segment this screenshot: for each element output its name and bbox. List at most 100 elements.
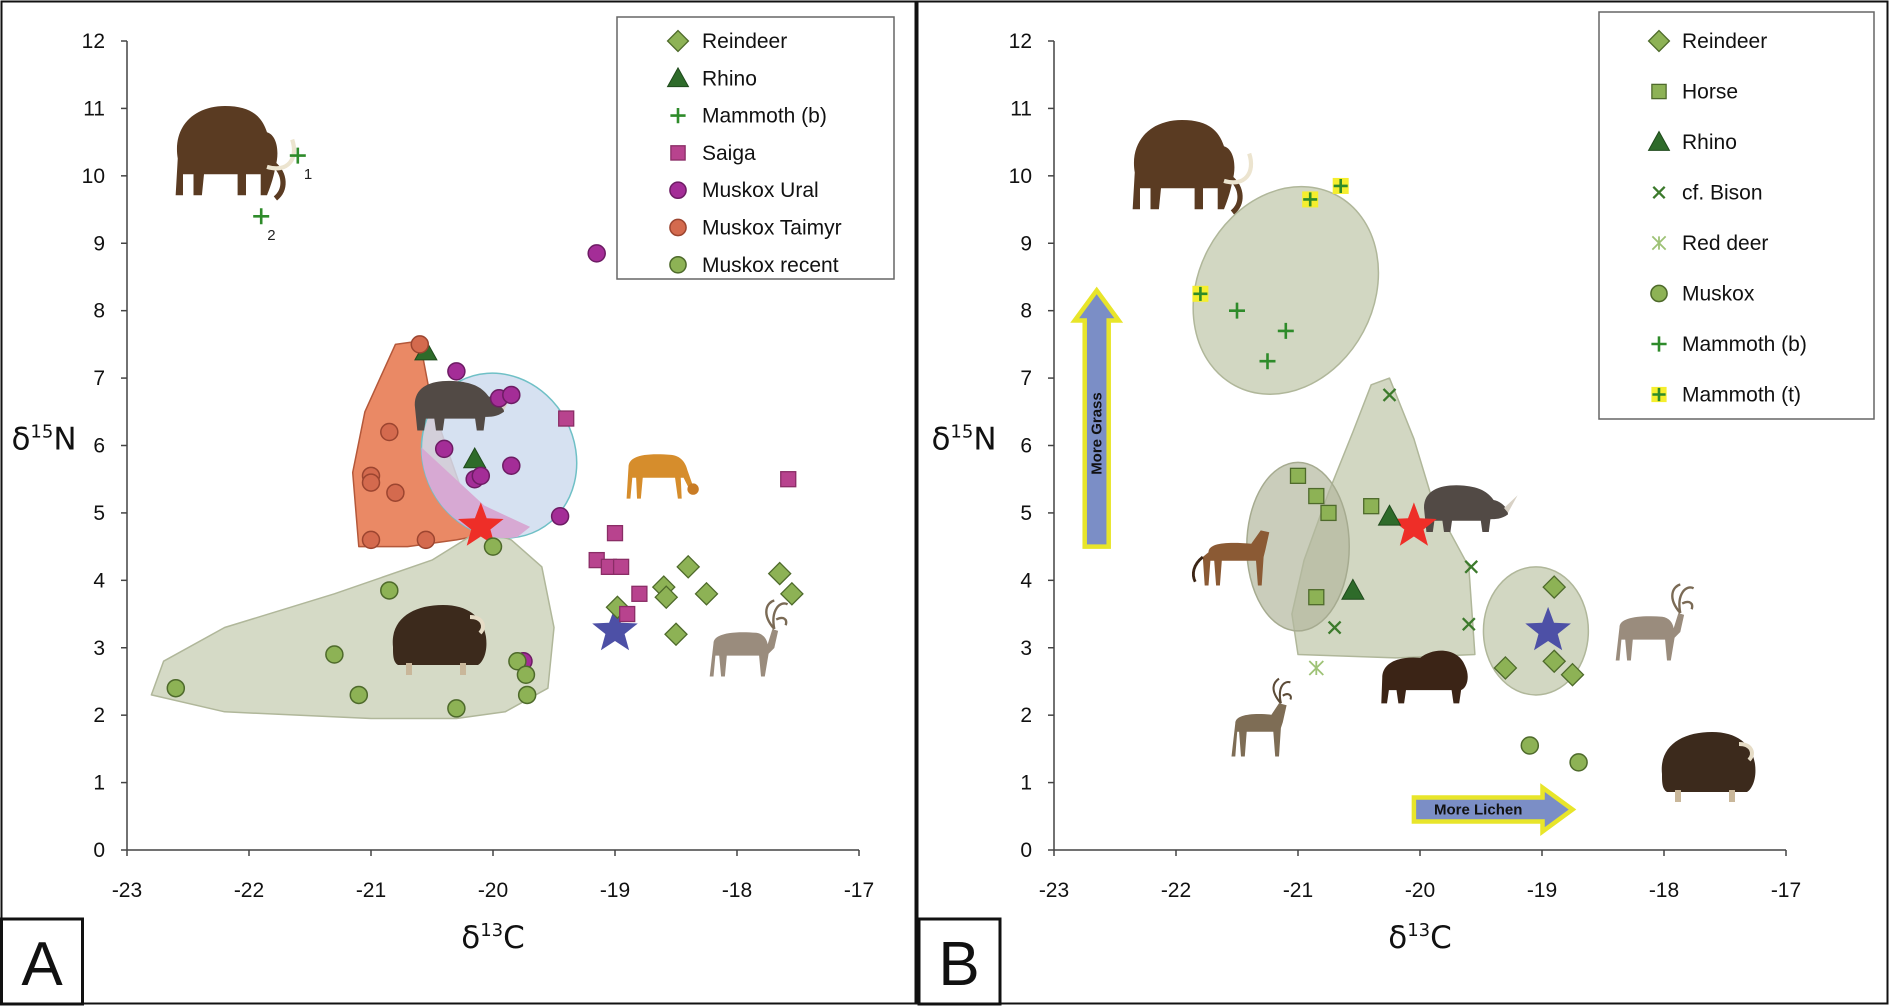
legend-label-reindeer: Reindeer xyxy=(1682,30,1767,53)
legend-marker-horse xyxy=(1651,83,1667,100)
y-tick-label: 5 xyxy=(1020,502,1032,525)
point-reindeer xyxy=(1493,656,1518,680)
legend-marker-mammoth-t xyxy=(1651,386,1667,403)
legend-item-reindeer: Reindeer xyxy=(666,29,787,53)
point-muskox-recent xyxy=(447,699,466,718)
legend-label-muskox-ural: Muskox Ural xyxy=(702,179,819,202)
point-muskox-ural xyxy=(550,507,570,526)
point-muskox-recent xyxy=(508,651,527,671)
muskox-illustration xyxy=(1661,732,1756,802)
y-tick-label: 12 xyxy=(82,30,105,53)
point-horse xyxy=(1289,467,1307,484)
point-reindeer xyxy=(779,581,804,606)
series-mammoth-t xyxy=(1192,177,1349,302)
point-annotation: 1 xyxy=(304,166,312,183)
point-muskox-recent xyxy=(517,685,537,705)
point-muskox-taimyr xyxy=(410,335,430,354)
red-deer-illustration xyxy=(1231,677,1292,757)
x-tick-label: -17 xyxy=(844,879,874,902)
point-horse xyxy=(1320,504,1337,522)
legend-marker-muskox xyxy=(1650,284,1668,303)
legend-label-rhino: Rhino xyxy=(702,67,757,90)
y-tick-label: 1 xyxy=(93,772,105,795)
legend-item-mammoth-b: Mammoth (b) xyxy=(1651,333,1807,356)
point-horse xyxy=(1308,487,1325,505)
point-muskox-taimyr xyxy=(361,473,381,492)
panel-b-letter: B xyxy=(938,930,979,999)
y-tick-label: 7 xyxy=(1020,367,1032,390)
legend-item-red-deer: Red deer xyxy=(1651,232,1768,255)
y-tick-label: 10 xyxy=(82,165,105,188)
legend-marker-mammoth-b xyxy=(1651,336,1667,352)
panel-b-letter-box: B xyxy=(917,917,1002,1006)
legend-label-horse: Horse xyxy=(1682,81,1738,104)
horse-illustration xyxy=(1192,530,1270,586)
legend-marker-cf-bison xyxy=(1652,185,1666,200)
x-tick-label: -23 xyxy=(1039,879,1069,902)
y-tick-label: 6 xyxy=(1020,435,1032,458)
point-reindeer xyxy=(694,581,719,606)
legend-item-saiga: Saiga xyxy=(670,142,756,165)
legend-marker-muskox-taimyr xyxy=(669,218,687,237)
point-rhino xyxy=(1341,578,1365,600)
point-muskox-taimyr xyxy=(416,530,436,550)
point-red-deer xyxy=(1308,660,1324,676)
x-tick-label: -21 xyxy=(1283,879,1313,902)
x-tick-label: -21 xyxy=(356,879,386,902)
y-axis-title: δ15N xyxy=(931,422,996,458)
x-tick-label: -22 xyxy=(234,879,264,902)
illustrations xyxy=(1132,120,1756,802)
legend-marker-reindeer xyxy=(666,29,690,53)
y-tick-label: 11 xyxy=(83,97,105,120)
series-red-deer xyxy=(1308,660,1324,676)
x-tick-label: -17 xyxy=(1771,879,1801,902)
point-cf-bison xyxy=(1382,388,1397,402)
point-annotation: 2 xyxy=(267,227,275,244)
y-tick-label: 4 xyxy=(93,569,105,592)
woolly-rhino-illustration xyxy=(1424,485,1518,532)
mammoth-illustration xyxy=(1132,120,1253,215)
legend-label-saiga: Saiga xyxy=(702,142,756,165)
legend-item-mammoth-b: Mammoth (b) xyxy=(670,105,827,128)
legend-label-mammoth-t: Mammoth (t) xyxy=(1682,384,1801,407)
point-horse xyxy=(1308,589,1325,606)
legend-item-rhino: Rhino xyxy=(666,66,757,90)
legend-marker-rhino xyxy=(1647,130,1671,151)
legend-label-rhino: Rhino xyxy=(1682,131,1737,154)
point-muskox-ural xyxy=(434,439,454,459)
series-muskox xyxy=(1520,736,1588,772)
point-muskox-taimyr xyxy=(386,483,405,502)
point-muskox-ural xyxy=(502,385,521,405)
y-tick-label: 6 xyxy=(93,435,105,458)
y-tick-label: 8 xyxy=(1020,300,1032,323)
point-saiga xyxy=(780,471,797,488)
arrow-label: More Lichen xyxy=(1434,802,1522,819)
point-reindeer xyxy=(1542,575,1567,599)
legend-label-muskox-recent: Muskox recent xyxy=(702,254,839,277)
point-muskox-recent xyxy=(349,685,369,705)
point-horse xyxy=(1363,498,1380,515)
y-tick-label: 9 xyxy=(93,232,105,255)
legend-item-muskox: Muskox xyxy=(1650,283,1755,306)
point-cf-bison xyxy=(1327,620,1342,635)
y-tick-label: 4 xyxy=(1020,569,1032,592)
panel-b-legend: Reindeer Horse Rhino cf. Bison Red deer Musko… xyxy=(1598,11,1875,420)
legend-label-reindeer: Reindeer xyxy=(702,30,787,53)
point-muskox xyxy=(1520,736,1540,755)
legend-item-muskox-ural: Muskox Ural xyxy=(669,179,819,202)
illustrations xyxy=(175,106,789,677)
point-muskox-recent xyxy=(166,678,186,698)
point-cf-bison xyxy=(1461,617,1476,631)
bison-illustration xyxy=(1381,650,1468,704)
panel-a-letter-box: A xyxy=(0,917,84,1006)
legend-item-horse: Horse xyxy=(1651,81,1738,104)
legend-marker-mammoth-b xyxy=(670,108,686,124)
y-tick-label: 7 xyxy=(93,367,105,390)
series-horse xyxy=(1289,467,1380,606)
x-tick-label: -23 xyxy=(112,879,142,902)
point-saiga xyxy=(619,605,636,623)
mammoth-range xyxy=(1192,185,1380,395)
red-star xyxy=(458,502,504,546)
